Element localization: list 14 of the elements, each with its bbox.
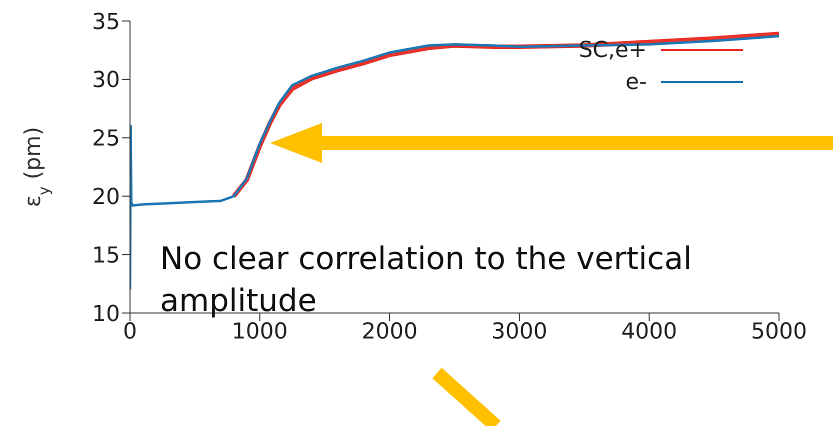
y-tick-label: 10 [92, 302, 120, 327]
x-tick-label: 3000 [491, 320, 548, 345]
y-tick-label: 35 [92, 10, 120, 35]
annotation: No clear correlation to the vertical amplitude [160, 241, 692, 319]
x-tick-label: 2000 [362, 320, 418, 345]
legend-label: e- [626, 70, 647, 94]
y-tick-label: 30 [92, 68, 120, 94]
x-tick-label: 0 [123, 320, 137, 345]
x-tick-label: 1000 [232, 320, 288, 345]
y-tick-label: 15 [92, 243, 120, 268]
y-tick-label: 20 [92, 185, 120, 210]
y-tick-label: 25 [92, 126, 120, 152]
x-tick-label: 5000 [751, 320, 807, 345]
x-tick-label: 4000 [621, 320, 678, 345]
